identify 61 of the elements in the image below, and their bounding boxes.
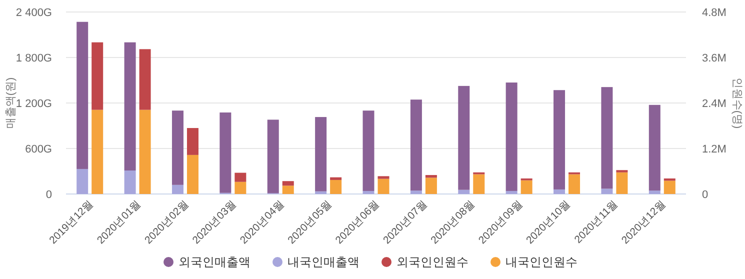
bar: [139, 49, 151, 110]
y-tick-label: 600G: [25, 144, 52, 156]
bar: [186, 154, 198, 194]
bar: [234, 182, 246, 194]
bar: [76, 22, 88, 169]
bar: [92, 42, 104, 110]
bar: [124, 42, 136, 170]
bar: [186, 128, 198, 155]
bar: [664, 180, 676, 194]
legend-label: 외국인인원수: [396, 255, 468, 269]
bar: [172, 110, 184, 185]
bar: [315, 117, 327, 192]
bar: [92, 110, 104, 194]
bar: [410, 190, 422, 194]
bar: [282, 181, 294, 186]
y2-tick-label: 0: [702, 189, 708, 201]
bar: [234, 172, 246, 182]
y2-tick-label: 2.4M: [702, 98, 726, 110]
bar: [315, 191, 327, 194]
bar: [282, 186, 294, 194]
y2-tick-label: 4.8M: [702, 7, 726, 19]
bar: [425, 178, 437, 194]
bar: [124, 170, 136, 194]
legend-label: 내국인인원수: [506, 255, 578, 269]
y-tick-label: 0: [46, 189, 52, 201]
legend-label: 내국인매출액: [288, 255, 360, 269]
bar: [362, 110, 374, 191]
y2-tick-label: 1.2M: [702, 144, 726, 156]
bar: [568, 174, 580, 194]
bar: [220, 112, 232, 193]
bar: [330, 180, 342, 194]
bar: [458, 190, 470, 194]
bar: [616, 172, 628, 194]
bar: [330, 177, 342, 180]
bar: [473, 174, 485, 194]
y2-tick-label: 3.6M: [702, 52, 726, 64]
bar: [172, 184, 184, 194]
bar: [378, 176, 390, 179]
bar: [362, 190, 374, 194]
y-axis-title: 매출액(원): [5, 77, 17, 129]
bar: [378, 178, 390, 194]
bar: [601, 188, 613, 194]
bar: [267, 120, 279, 194]
bar: [139, 110, 151, 194]
bar: [458, 86, 470, 190]
bar: [554, 189, 566, 194]
y-tick-label: 1 200G: [16, 98, 52, 110]
bar: [601, 87, 613, 189]
bar: [648, 190, 660, 194]
bar: [425, 175, 437, 178]
bar: [554, 90, 566, 190]
bar: [410, 100, 422, 191]
bar: [648, 104, 660, 191]
legend-label: 외국인매출액: [178, 255, 250, 269]
bar: [506, 82, 518, 191]
bar: [520, 180, 532, 194]
bar: [506, 190, 518, 194]
y-tick-label: 1 800G: [16, 52, 52, 64]
y-tick-label: 2 400G: [16, 7, 52, 19]
bar: [76, 168, 88, 194]
y2-axis-title: 인원수(명): [731, 77, 743, 129]
